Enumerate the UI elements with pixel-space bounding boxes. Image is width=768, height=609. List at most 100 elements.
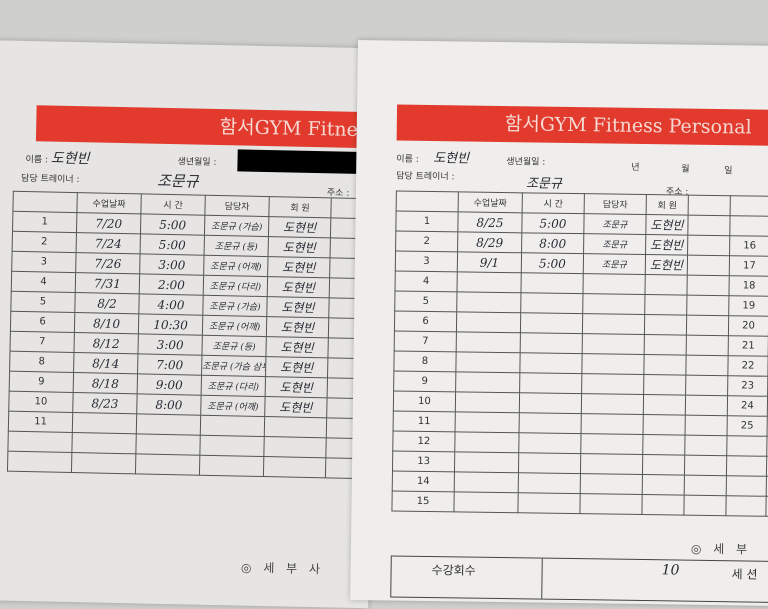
name-label: 이름 : bbox=[396, 155, 419, 165]
lesson-time bbox=[521, 293, 583, 314]
row-number: 6 bbox=[394, 311, 456, 332]
lesson-date: 8/23 bbox=[73, 393, 137, 414]
row-number: 11 bbox=[8, 411, 72, 432]
member-cell bbox=[644, 315, 686, 336]
birth-month: 월 bbox=[681, 162, 689, 175]
row-number: 3 bbox=[12, 251, 76, 272]
trainer-cell bbox=[582, 314, 644, 335]
trainer-cell bbox=[200, 415, 264, 436]
birth-year: 년 bbox=[631, 160, 639, 173]
member-cell bbox=[642, 455, 684, 476]
name-field: 이름 : 도현빈 bbox=[396, 147, 469, 167]
divider bbox=[541, 559, 543, 599]
lesson-date: 8/12 bbox=[74, 333, 138, 354]
lesson-date bbox=[454, 452, 518, 473]
extra-cell bbox=[687, 255, 729, 276]
row-number-2: 16 bbox=[730, 236, 768, 257]
extra-cell bbox=[688, 235, 730, 256]
lesson-time bbox=[518, 453, 580, 474]
trainer-cell: 조문규 (가슴 삼두) bbox=[202, 355, 266, 376]
extra-cell bbox=[686, 355, 728, 376]
row-number-2 bbox=[727, 436, 767, 457]
member-cell bbox=[264, 437, 326, 458]
lesson-time: 3:00 bbox=[138, 334, 202, 355]
trainer-cell: 조문규 bbox=[583, 254, 645, 275]
lesson-time: 5:00 bbox=[140, 234, 204, 255]
column-header: 회 원 bbox=[269, 197, 331, 218]
right-form-sheet: 함서GYM Fitness Personal 이름 : 도현빈 생년월일 : 년… bbox=[350, 40, 768, 606]
member-cell: 도현빈 bbox=[646, 215, 688, 236]
banner-title: 함서GYM Fitness Personal bbox=[505, 113, 752, 138]
column-header: 시 간 bbox=[141, 194, 205, 215]
lesson-date bbox=[457, 292, 521, 313]
trainer-cell bbox=[581, 394, 643, 415]
row-number: 5 bbox=[11, 291, 75, 312]
trainer-label: 담당 트레이너 : bbox=[396, 169, 455, 183]
lesson-date bbox=[456, 352, 520, 373]
lesson-date bbox=[456, 372, 520, 393]
extra-cell bbox=[686, 375, 728, 396]
column-header: 담당자 bbox=[205, 195, 269, 216]
member-cell: 도현빈 bbox=[266, 317, 328, 338]
trainer-label: 담당 트레이너 : bbox=[21, 171, 80, 185]
trainer-value: 조문규 bbox=[157, 170, 199, 192]
row-number-2 bbox=[726, 476, 766, 497]
member-cell bbox=[642, 495, 684, 516]
member-cell: 도현빈 bbox=[265, 397, 327, 418]
row-number: 1 bbox=[13, 211, 77, 232]
lesson-date bbox=[454, 472, 518, 493]
row-number bbox=[7, 451, 71, 472]
member-cell: 도현빈 bbox=[267, 277, 329, 298]
row-number-2: 20 bbox=[728, 316, 768, 337]
trainer-cell bbox=[581, 434, 643, 455]
row-number-2: 24 bbox=[727, 396, 767, 417]
trainer-value: 조문규 bbox=[526, 172, 562, 191]
row-number: 9 bbox=[394, 371, 456, 392]
extra-cell bbox=[684, 495, 726, 516]
member-cell bbox=[644, 375, 686, 396]
lesson-date bbox=[71, 453, 135, 474]
trainer-cell bbox=[580, 454, 642, 475]
extra-cell bbox=[687, 295, 729, 316]
trainer-cell bbox=[582, 354, 644, 375]
lesson-time: 10:30 bbox=[138, 314, 202, 335]
trainer-cell bbox=[582, 374, 644, 395]
lesson-date: 9/1 bbox=[457, 252, 521, 273]
member-cell: 도현빈 bbox=[266, 357, 328, 378]
lesson-date: 7/24 bbox=[76, 233, 140, 254]
left-form-sheet: 함서GYM Fitness P 이름 : 도현빈 생년월일 : 담당 트레이너 … bbox=[0, 40, 380, 608]
trainer-cell bbox=[580, 474, 642, 495]
trainer-cell: 조문규 (다리) bbox=[203, 275, 267, 296]
member-cell bbox=[643, 395, 685, 416]
row-number: 3 bbox=[395, 251, 457, 272]
member-cell: 도현빈 bbox=[265, 377, 327, 398]
trainer-cell: 조문규 (등) bbox=[202, 335, 266, 356]
row-number-2 bbox=[726, 496, 766, 517]
row-number: 4 bbox=[11, 271, 75, 292]
form-banner: 함서GYM Fitness Personal bbox=[397, 105, 768, 147]
table-row: 15 bbox=[392, 491, 768, 517]
extra-cell bbox=[686, 335, 728, 356]
member-cell bbox=[645, 295, 687, 316]
trainer-cell bbox=[583, 294, 645, 315]
member-cell: 도현빈 bbox=[268, 237, 330, 258]
trainer-cell: 조문규 (가슴) bbox=[204, 215, 268, 236]
lesson-time: 4:00 bbox=[139, 294, 203, 315]
extra-cell bbox=[686, 315, 728, 336]
trainer-cell: 조문규 bbox=[584, 234, 646, 255]
name-value: 도현빈 bbox=[51, 151, 90, 168]
column-header: 수업날짜 bbox=[458, 192, 522, 213]
extra-cell bbox=[684, 475, 726, 496]
lesson-date: 8/25 bbox=[458, 212, 522, 233]
column-header bbox=[688, 195, 730, 216]
birth-label: 생년월일 : bbox=[177, 154, 216, 168]
name-value: 도현빈 bbox=[433, 151, 469, 166]
row-number: 7 bbox=[394, 331, 456, 352]
lesson-date: 8/18 bbox=[73, 373, 137, 394]
lesson-date bbox=[454, 492, 518, 513]
lesson-time bbox=[135, 454, 199, 475]
column-header: 회 원 bbox=[646, 195, 688, 216]
lesson-time: 5:00 bbox=[140, 214, 204, 235]
member-cell: 도현빈 bbox=[268, 217, 330, 238]
extra-cell bbox=[684, 455, 726, 476]
